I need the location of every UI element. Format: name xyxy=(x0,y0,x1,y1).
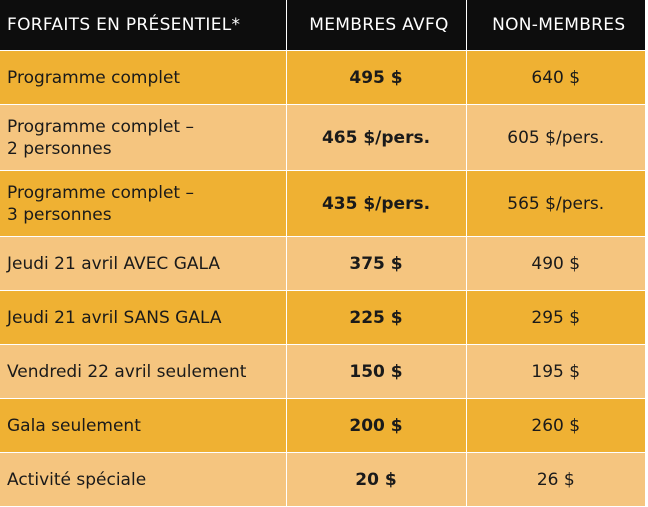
non-member-price: 260 $ xyxy=(466,398,645,453)
table-row: Programme complet 495 $ 640 $ xyxy=(0,50,645,105)
package-label: Programme complet –3 personnes xyxy=(0,170,287,237)
package-label-line: Jeudi 21 avril AVEC GALA xyxy=(7,253,220,274)
non-member-price: 640 $ xyxy=(466,50,645,105)
non-member-price: 295 $ xyxy=(466,290,645,345)
package-label: Activité spéciale xyxy=(0,452,287,506)
member-price: 495 $ xyxy=(286,50,467,105)
package-label-line: Programme complet xyxy=(7,67,181,88)
table-row: Jeudi 21 avril SANS GALA 225 $ 295 $ xyxy=(0,290,645,345)
table-row: Gala seulement 200 $ 260 $ xyxy=(0,398,645,453)
header-package: FORFAITS EN PRÉSENTIEL* xyxy=(0,0,287,51)
non-member-price: 490 $ xyxy=(466,236,645,291)
package-label-line: 3 personnes xyxy=(7,204,112,225)
member-price: 435 $/pers. xyxy=(286,170,467,237)
table-row: Activité spéciale 20 $ 26 $ xyxy=(0,452,645,506)
table-row: Vendredi 22 avril seulement 150 $ 195 $ xyxy=(0,344,645,399)
package-label: Jeudi 21 avril AVEC GALA xyxy=(0,236,287,291)
package-label-line: 2 personnes xyxy=(7,138,112,159)
member-price: 225 $ xyxy=(286,290,467,345)
table-row: Programme complet –3 personnes 435 $/per… xyxy=(0,170,645,237)
member-price: 375 $ xyxy=(286,236,467,291)
package-label-line: Jeudi 21 avril SANS GALA xyxy=(7,307,222,328)
package-label-line: Activité spéciale xyxy=(7,469,147,490)
package-label: Jeudi 21 avril SANS GALA xyxy=(0,290,287,345)
package-label-line: Vendredi 22 avril seulement xyxy=(7,361,247,382)
member-price: 200 $ xyxy=(286,398,467,453)
non-member-price: 605 $/pers. xyxy=(466,104,645,171)
package-label-line: Programme complet – xyxy=(7,182,194,203)
package-label: Vendredi 22 avril seulement xyxy=(0,344,287,399)
package-label: Programme complet xyxy=(0,50,287,105)
table-row: Jeudi 21 avril AVEC GALA 375 $ 490 $ xyxy=(0,236,645,291)
non-member-price: 565 $/pers. xyxy=(466,170,645,237)
package-label: Programme complet –2 personnes xyxy=(0,104,287,171)
non-member-price: 195 $ xyxy=(466,344,645,399)
header-members: MEMBRES AVFQ xyxy=(286,0,467,51)
header-row: FORFAITS EN PRÉSENTIEL* MEMBRES AVFQ NON… xyxy=(0,0,645,51)
non-member-price: 26 $ xyxy=(466,452,645,506)
member-price: 150 $ xyxy=(286,344,467,399)
package-label-line: Programme complet – xyxy=(7,116,194,137)
table-row: Programme complet –2 personnes 465 $/per… xyxy=(0,104,645,171)
header-non-members: NON-MEMBRES xyxy=(466,0,645,51)
package-label-line: Gala seulement xyxy=(7,415,141,436)
package-label: Gala seulement xyxy=(0,398,287,453)
member-price: 20 $ xyxy=(286,452,467,506)
member-price: 465 $/pers. xyxy=(286,104,467,171)
